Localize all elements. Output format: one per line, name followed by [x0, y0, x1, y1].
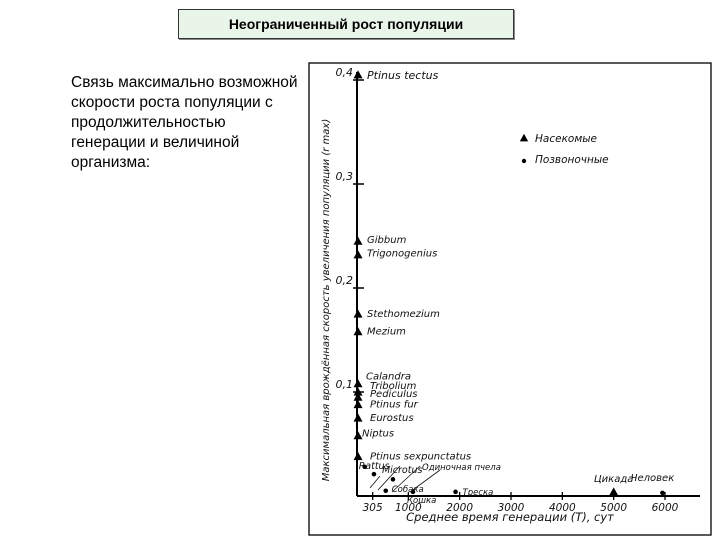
y-tick-label: 0,1 [336, 378, 354, 391]
point-label: Одиночная пчела [422, 463, 501, 473]
point-label: Ptinus sexpunctatus [370, 451, 471, 462]
vertebrate-point [362, 464, 368, 470]
insect-point [353, 399, 363, 409]
point-label: Mezium [367, 327, 406, 338]
label-leader [377, 465, 401, 491]
legend-dot-marker [521, 158, 527, 164]
point-label: Человек [631, 473, 675, 484]
insect-point [353, 392, 363, 401]
vertebrate-point [383, 488, 389, 494]
insect-point [353, 379, 363, 388]
insect-point [609, 487, 619, 496]
legend-label: Насекомые [535, 133, 597, 145]
label-leader [409, 469, 441, 493]
point-label: Stethomezium [367, 309, 440, 320]
point-label: Собака [392, 485, 424, 495]
point-label: Calandra [366, 372, 411, 383]
insect-point [353, 387, 363, 396]
point-label: Ptinus tectus [367, 69, 439, 82]
point-label: Цикада [594, 474, 633, 485]
point-label: Microtus [382, 465, 423, 476]
insect-point [353, 413, 363, 422]
point-label: Кошка [407, 496, 436, 506]
x-tick-label: 305 [363, 502, 383, 514]
chart-frame [308, 62, 712, 536]
vertebrate-point [390, 477, 396, 482]
label-leader [369, 475, 381, 489]
insect-point [353, 431, 363, 440]
x-tick-label: 5000 [600, 502, 627, 514]
x-tick-label: 2000 [446, 502, 473, 514]
legend-label: Позвоночные [535, 154, 609, 166]
y-tick-label: 0,3 [336, 170, 354, 183]
label-leader [391, 465, 421, 493]
point-label: Треска [463, 488, 494, 498]
point-label: Tribolium [370, 381, 417, 392]
point-label: Trigonogenius [367, 249, 437, 260]
slide-title: Неограниченный рост популяции [178, 9, 514, 39]
point-label: Niptus [362, 429, 394, 440]
vertebrate-point [371, 471, 377, 477]
x-tick-label: 4000 [549, 502, 576, 514]
insect-point [353, 309, 363, 318]
description-text: Связь максимально возможной скорости рос… [71, 74, 298, 171]
point-label: Eurostus [370, 413, 414, 424]
y-axis-label: Максимальная врождённая скорость увеличе… [321, 119, 332, 482]
point-label: Rattus [359, 461, 390, 472]
x-tick-label: 6000 [652, 502, 679, 514]
x-axis-label: Среднее время генерации (T), сут [406, 510, 614, 524]
point-label: Gibbum [367, 235, 407, 246]
insect-point [353, 327, 363, 336]
legend-triangle-marker [519, 133, 529, 142]
point-label: Pediculus [370, 389, 417, 400]
x-tick-label: 1000 [395, 502, 422, 514]
vertebrate-point [453, 489, 458, 495]
insect-point [353, 250, 363, 259]
y-tick-label: 0,4 [336, 66, 354, 79]
vertebrate-point [660, 490, 665, 496]
insect-point [353, 236, 363, 245]
insect-point [353, 70, 363, 79]
point-label: Ptinus fur [370, 399, 419, 410]
y-tick-label: 0,2 [336, 274, 354, 287]
insect-point [353, 451, 363, 461]
x-tick-label: 3000 [498, 502, 525, 514]
